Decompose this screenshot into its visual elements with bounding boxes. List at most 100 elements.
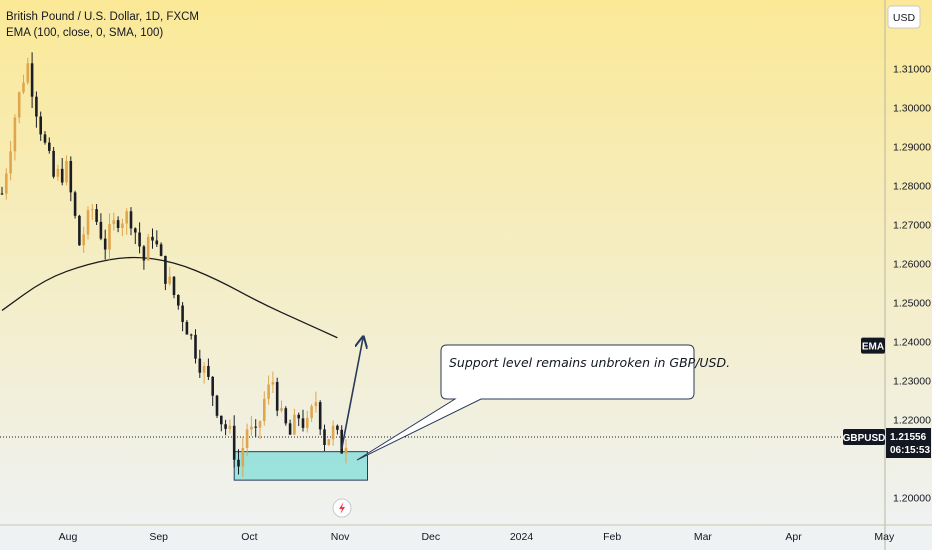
candle-body[interactable] xyxy=(26,63,30,83)
candle-body[interactable] xyxy=(82,234,85,246)
candle-body[interactable] xyxy=(211,376,214,396)
candle-body[interactable] xyxy=(86,210,90,235)
ema-line[interactable] xyxy=(1,256,338,339)
candle-body[interactable] xyxy=(336,425,339,430)
candle-body[interactable] xyxy=(138,232,141,247)
price-tick-label: 1.25000 xyxy=(893,298,931,310)
candle-body[interactable] xyxy=(0,193,4,195)
candle-body[interactable] xyxy=(318,402,322,430)
candle-body[interactable] xyxy=(275,381,279,411)
candle-body[interactable] xyxy=(250,426,253,430)
candle-body[interactable] xyxy=(17,92,21,118)
price-axis[interactable] xyxy=(885,0,932,550)
price-tick-label: 1.27000 xyxy=(893,220,931,232)
ema-indicator-label[interactable]: EMA (100, close, 0, SMA, 100) xyxy=(6,27,164,39)
candle-body[interactable] xyxy=(9,151,12,174)
candle-body[interactable] xyxy=(35,96,38,117)
time-tick-label: Nov xyxy=(331,531,350,543)
candle-body[interactable] xyxy=(340,429,343,454)
candle-body[interactable] xyxy=(159,244,163,256)
candle-body[interactable] xyxy=(220,415,223,425)
candle-body[interactable] xyxy=(56,168,60,177)
candle-body[interactable] xyxy=(241,447,245,467)
candle-body[interactable] xyxy=(301,418,305,428)
candle-body[interactable] xyxy=(52,150,55,177)
candle-body[interactable] xyxy=(116,220,120,228)
candle-body[interactable] xyxy=(69,161,73,193)
candle-body[interactable] xyxy=(344,447,348,454)
candle-body[interactable] xyxy=(310,406,313,418)
candle-body[interactable] xyxy=(293,414,296,435)
candle-body[interactable] xyxy=(245,429,249,448)
candle-body[interactable] xyxy=(65,161,68,183)
candle-body[interactable] xyxy=(177,294,180,306)
candle-body[interactable] xyxy=(267,384,270,399)
candle-body[interactable] xyxy=(306,417,309,428)
candle-body[interactable] xyxy=(39,116,42,135)
candle-body[interactable] xyxy=(168,276,171,284)
candle-body[interactable] xyxy=(194,334,197,359)
candle-body[interactable] xyxy=(181,305,184,322)
candle-body[interactable] xyxy=(60,168,64,183)
candle-body[interactable] xyxy=(78,215,81,246)
candle-body[interactable] xyxy=(185,321,189,335)
candle-body[interactable] xyxy=(73,192,77,216)
candle-body[interactable] xyxy=(280,408,283,411)
candle-body[interactable] xyxy=(331,425,335,440)
candle-body[interactable] xyxy=(129,211,133,229)
candle-body[interactable] xyxy=(5,173,8,194)
candle-body[interactable] xyxy=(271,381,275,385)
candle-body[interactable] xyxy=(237,459,240,467)
time-tick-label: Oct xyxy=(241,531,257,543)
candle-body[interactable] xyxy=(151,236,154,241)
candle-body[interactable] xyxy=(232,425,236,460)
candle-body[interactable] xyxy=(142,246,146,261)
currency-selector[interactable] xyxy=(887,5,921,29)
candle-body[interactable] xyxy=(189,334,193,336)
candle-body[interactable] xyxy=(284,408,288,424)
callout-bubble[interactable] xyxy=(356,344,695,461)
symbol-tag[interactable] xyxy=(843,428,885,445)
currency-label[interactable]: USD xyxy=(893,12,916,24)
candle-body[interactable] xyxy=(228,425,232,429)
candle-body[interactable] xyxy=(207,365,210,377)
candle-body[interactable] xyxy=(125,211,128,224)
candle-body[interactable] xyxy=(146,236,150,261)
candle-body[interactable] xyxy=(327,439,331,446)
candle-body[interactable] xyxy=(224,424,227,429)
candle-body[interactable] xyxy=(323,429,326,446)
candle-body[interactable] xyxy=(112,220,116,225)
projection-arrow[interactable] xyxy=(340,338,363,450)
candle-body[interactable] xyxy=(121,223,124,228)
price-tick-label: 1.23000 xyxy=(893,376,931,388)
time-tick-label: Apr xyxy=(785,531,802,543)
candle-body[interactable] xyxy=(198,358,202,373)
candle-body[interactable] xyxy=(288,423,292,435)
candle-body[interactable] xyxy=(22,82,25,93)
candle-body[interactable] xyxy=(314,402,318,407)
ema-tag[interactable] xyxy=(861,337,885,354)
candle-body[interactable] xyxy=(215,395,219,416)
candle-body[interactable] xyxy=(263,398,266,422)
candle-body[interactable] xyxy=(103,238,107,250)
candle-body[interactable] xyxy=(30,63,34,97)
candle-body[interactable] xyxy=(254,426,257,428)
candle-body[interactable] xyxy=(155,240,159,245)
support-zone-box[interactable] xyxy=(233,451,368,481)
candle-body[interactable] xyxy=(297,414,300,419)
candle-body[interactable] xyxy=(91,209,94,211)
candle-body[interactable] xyxy=(13,117,17,152)
candle-body[interactable] xyxy=(95,209,98,222)
candle-body[interactable] xyxy=(164,255,167,284)
candle-body[interactable] xyxy=(99,221,103,239)
candle-body[interactable] xyxy=(43,134,47,143)
candle-body[interactable] xyxy=(48,142,51,151)
candle-body[interactable] xyxy=(202,365,206,373)
candle-body[interactable] xyxy=(108,224,111,250)
candle-body[interactable] xyxy=(134,228,137,233)
last-price-tag[interactable] xyxy=(886,427,931,458)
candle-body[interactable] xyxy=(258,421,262,428)
candle-body[interactable] xyxy=(172,276,176,295)
